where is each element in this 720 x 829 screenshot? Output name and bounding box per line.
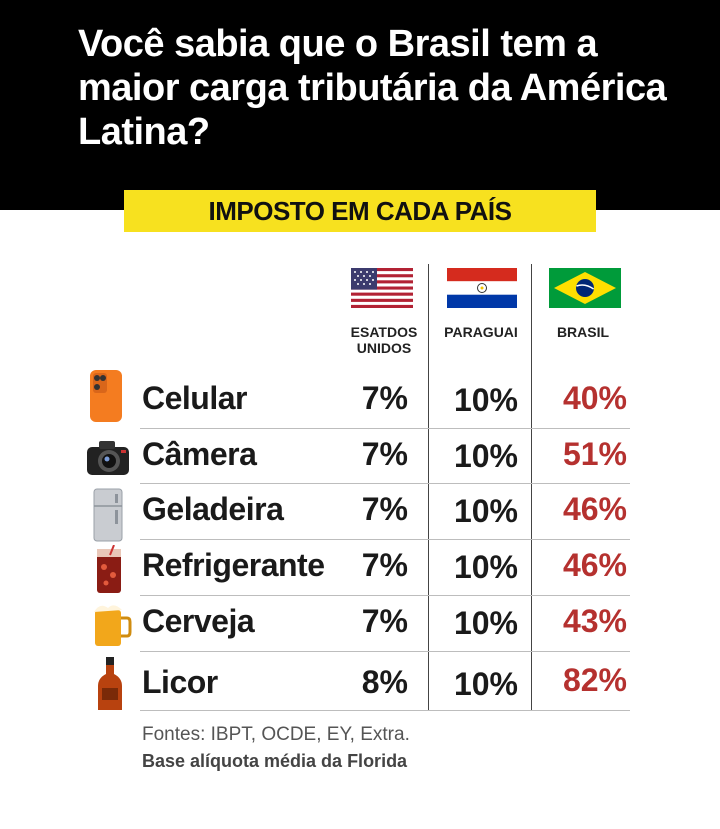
value-usa-geladeira: 7% [361,491,408,527]
value-paraguai-celular: 10% [453,382,518,418]
camera-icon [87,441,129,475]
sources-note: Fontes: IBPT, OCDE, EY, Extra. [142,724,410,745]
row-label-celular: Celular [142,380,247,416]
value-brasil-refrigerante: 46% [562,547,627,583]
liquor-bottle-icon [98,657,122,710]
value-usa-refrigerante: 7% [361,547,408,583]
row-divider [140,428,630,429]
row-label-camera: Câmera [142,436,257,472]
row-divider [140,595,630,596]
row-label-cerveja: Cerveja [142,603,255,639]
smartphone-icon [90,370,122,422]
paraguay-flag-icon [447,268,517,308]
value-usa-camera: 7% [361,436,408,472]
header-banner: Você sabia que o Brasil tem a maior carg… [0,0,720,210]
value-usa-licor: 8% [361,664,408,700]
value-brasil-geladeira: 46% [562,491,627,527]
column-header-paraguai: PARAGUAI [444,324,518,340]
row-divider [140,651,630,652]
row-label-geladeira: Geladeira [142,491,284,527]
value-brasil-cerveja: 43% [562,603,627,639]
column-header-usa: ESATDOS UNIDOS [350,324,418,356]
value-paraguai-cerveja: 10% [453,605,518,641]
value-brasil-celular: 40% [562,380,627,416]
base-note: Base alíquota média da Florida [142,751,408,771]
row-divider [140,710,630,711]
value-brasil-camera: 51% [562,436,627,472]
value-usa-cerveja: 7% [361,603,408,639]
refrigerator-icon [93,488,123,542]
value-paraguai-licor: 10% [453,666,518,702]
row-divider [140,539,630,540]
value-usa-celular: 7% [361,380,408,416]
soda-glass-icon [97,545,121,593]
value-paraguai-camera: 10% [453,438,518,474]
usa-flag-icon [351,268,413,308]
row-label-refrigerante: Refrigerante [142,547,325,583]
column-header-brasil: BRASIL [556,324,610,340]
row-label-licor: Licor [142,664,218,700]
headline: Você sabia que o Brasil tem a maior carg… [78,23,667,153]
column-divider [531,264,532,710]
value-brasil-licor: 82% [562,662,627,698]
value-paraguai-refrigerante: 10% [453,549,518,585]
brazil-flag-icon [549,268,621,308]
table-title: IMPOSTO EM CADA PAÍS [124,190,596,232]
column-divider [428,264,429,710]
value-paraguai-geladeira: 10% [453,493,518,529]
beer-mug-icon [94,605,132,646]
row-divider [140,483,630,484]
